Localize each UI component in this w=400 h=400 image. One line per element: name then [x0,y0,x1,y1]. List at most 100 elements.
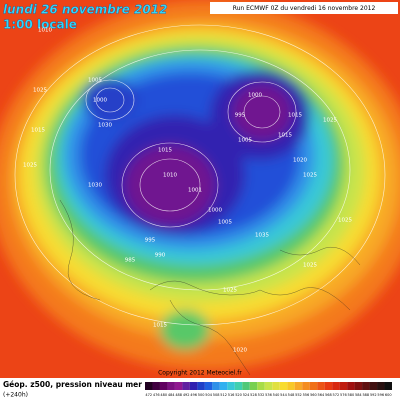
lead-time: (+240h) [3,392,28,399]
scale-label: 472 [145,393,152,397]
isobar-label: 1035 [255,233,269,239]
isobar-label: 1025 [23,163,37,169]
scale-swatch [302,382,310,390]
field-name: Géop. z500, pression niveau mer [3,380,142,389]
scale-swatch [339,382,348,390]
isobar-label: 1025 [303,263,317,269]
scale-label: 548 [288,393,295,397]
scale-label: 476 [153,393,160,397]
scale-label: 488 [175,393,182,397]
isobar-label: 1005 [238,138,252,144]
scale-swatch [204,382,213,390]
isobar-label: 1030 [88,183,102,189]
coastlines [59,199,361,376]
scale-swatch [294,382,303,390]
scale-swatch [249,382,258,390]
scale-swatch [362,382,370,390]
scale-swatch [159,382,168,390]
scale-label: 600 [385,393,392,397]
scale-label: 576 [340,393,347,397]
isobar-label: 1025 [338,218,352,224]
scale-swatch [257,382,265,390]
scale-label: 544 [280,393,287,397]
scale-swatch [384,382,392,390]
scale-swatch [212,382,220,390]
scale-swatch [182,382,190,390]
scale-label: 596 [377,393,384,397]
scale-swatch [145,382,153,390]
scale-label: 592 [370,393,377,397]
run-info: Run ECMWF 0Z du vendredi 16 novembre 201… [233,5,376,12]
isobar-label: 1005 [218,220,232,226]
copyright: Copyright 2012 Meteociel.fr [158,370,242,377]
isobar-label: 1001 [188,188,202,194]
isobar-label: 1015 [153,323,167,329]
scale-label: 520 [235,393,242,397]
scale-label: 492 [183,393,190,397]
isobar-label: 1015 [288,113,302,119]
isobar-label: 1000 [248,93,262,99]
scale-label: 536 [265,393,272,397]
scale-label: 484 [168,393,175,397]
height-field [0,0,400,370]
scale-swatch [219,382,228,390]
scale-swatch [317,382,325,390]
scale-swatch [272,382,280,390]
isobar-label: 985 [125,258,136,264]
scale-swatch [234,382,243,390]
scale-swatch [152,382,160,390]
scale-label: 504 [205,393,212,397]
scale-label: 572 [333,393,340,397]
scale-label: 568 [325,393,332,397]
isobar-label: 990 [155,253,166,259]
date-title: lundi 26 novembre 2012 [3,3,167,17]
scale-label: 552 [295,393,302,397]
scale-label: 496 [190,393,197,397]
scale-swatch [347,382,355,390]
scale-label: 564 [318,393,325,397]
isobar-label: 1000 [208,208,222,214]
scale-swatch [264,382,273,390]
isobar-label: 1000 [93,98,107,104]
scale-swatch [309,382,318,390]
isobar-label: 1025 [303,173,317,179]
scale-swatch [242,382,250,390]
scale-label: 500 [198,393,205,397]
scale-label: 532 [258,393,265,397]
scale-swatch [332,382,340,390]
scale-label: 540 [273,393,280,397]
isobar-label: 1025 [33,88,47,94]
scale-label: 508 [213,393,220,397]
scale-label: 516 [228,393,235,397]
map [0,0,400,378]
scale-swatch [197,382,205,390]
scale-label: 584 [355,393,362,397]
scale-swatch [189,382,198,390]
isobar-label: 1010 [163,173,177,179]
isobar-label: 1025 [223,288,237,294]
scale-label: 560 [310,393,317,397]
isobar-label: 995 [145,238,156,244]
scale-label: 524 [243,393,250,397]
scale-label: 528 [250,393,257,397]
scale-swatch [324,382,333,390]
isobar-label: 1025 [323,118,337,124]
scale-swatch [174,382,183,390]
isobar-label: 995 [235,113,246,119]
isobar-label: 1030 [98,123,112,129]
scale-label: 588 [362,393,369,397]
scale-swatch [354,382,363,390]
isobar-label: 1010 [38,28,52,34]
scale-label: 512 [220,393,227,397]
scale-label: 480 [160,393,167,397]
scale-swatch [227,382,235,390]
scale-swatch [287,382,295,390]
scale-swatch [279,382,288,390]
scale-swatch [167,382,175,390]
time-title: 1:00 locale [3,18,77,32]
scale-label: 556 [303,393,310,397]
isobar-label: 1015 [158,148,172,154]
isobar-label: 1015 [278,133,292,139]
isobar-label: 1005 [88,78,102,84]
